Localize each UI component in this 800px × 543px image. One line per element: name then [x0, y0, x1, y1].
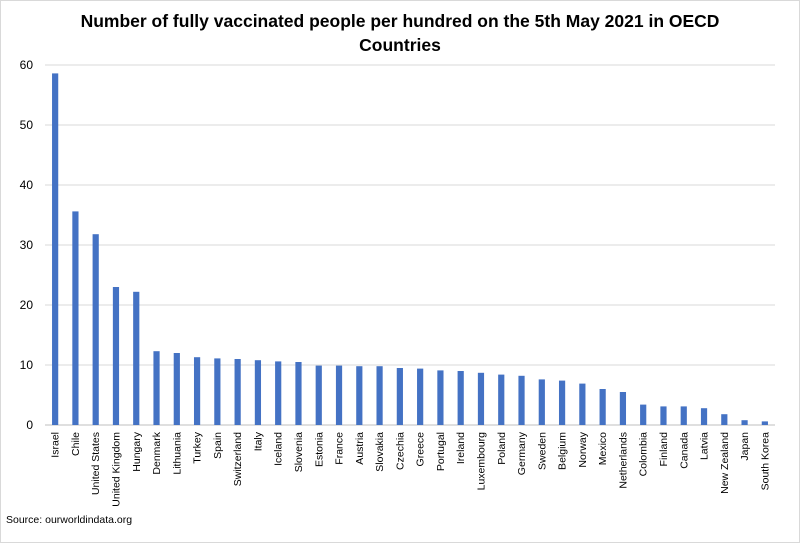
x-tick-label: Sweden — [536, 432, 548, 470]
bar-united-states — [92, 234, 99, 425]
x-tick-label: Slovenia — [293, 432, 305, 472]
bar-new-zealand — [721, 414, 728, 425]
x-tick-label: Ireland — [455, 432, 467, 464]
x-tick-label: Switzerland — [232, 432, 244, 486]
x-tick-label: Austria — [354, 432, 366, 465]
bar-belgium — [558, 380, 566, 425]
x-tick-label: Iceland — [273, 432, 285, 466]
bar-iceland — [275, 361, 282, 425]
x-tick-label: Greece — [415, 432, 427, 467]
bar-norway — [579, 383, 586, 425]
bar-switzerland — [234, 359, 241, 425]
bar-greece — [417, 368, 424, 425]
bar-spain — [214, 358, 221, 425]
bar-south-korea — [761, 421, 768, 425]
bar-chile — [72, 211, 79, 425]
x-tick-label: Poland — [496, 432, 508, 465]
bar-slovenia — [295, 362, 302, 425]
bar-finland — [660, 406, 667, 425]
x-tick-label: South Korea — [759, 432, 771, 491]
x-tick-label: Hungary — [131, 431, 143, 471]
bar-italy — [254, 360, 262, 425]
bar-canada — [680, 406, 687, 425]
x-tick-label: Netherlands — [617, 432, 629, 489]
gridlines — [45, 64, 775, 426]
x-tick-label: Lithuania — [171, 432, 183, 475]
bars — [52, 73, 768, 426]
bar-poland — [498, 374, 505, 425]
bar-hungary — [133, 291, 140, 425]
y-tick-label: 40 — [20, 178, 34, 192]
x-tick-label: Canada — [678, 432, 690, 469]
x-tick-label: Denmark — [151, 431, 163, 474]
bar-estonia — [315, 365, 322, 425]
bar-netherlands — [619, 392, 627, 425]
bar-latvia — [700, 408, 708, 425]
y-tick-label: 30 — [20, 238, 34, 252]
y-tick-label: 10 — [20, 358, 34, 372]
x-tick-label: France — [334, 432, 346, 465]
bar-portugal — [437, 370, 444, 425]
bar-slovakia — [376, 366, 383, 425]
bar-ireland — [457, 371, 464, 425]
bar-japan — [741, 420, 748, 425]
y-tick-label: 0 — [26, 418, 33, 432]
x-tick-label: Germany — [516, 431, 528, 475]
x-tick-label: Italy — [252, 431, 264, 451]
bar-germany — [518, 375, 525, 425]
x-tick-label: Colombia — [638, 432, 650, 477]
source-note: Source: ourworldindata.org — [6, 514, 133, 526]
x-tick-label: Czechia — [394, 432, 406, 470]
bar-mexico — [599, 389, 606, 425]
bar-turkey — [193, 357, 201, 425]
x-tick-label: Mexico — [597, 432, 609, 465]
x-tick-label: Turkey — [192, 431, 204, 463]
x-tick-label: Japan — [739, 432, 751, 461]
bar-lithuania — [173, 353, 180, 425]
bar-france — [335, 365, 343, 425]
bar-sweden — [538, 379, 545, 425]
x-tick-label: Norway — [577, 431, 589, 467]
x-tick-label: Portugal — [435, 432, 447, 471]
y-tick-label: 50 — [20, 118, 34, 132]
x-tick-label: Chile — [70, 432, 82, 456]
bar-luxembourg — [477, 372, 485, 425]
x-tick-label: Finland — [658, 432, 670, 467]
x-tick-label: New Zealand — [719, 432, 731, 494]
x-tick-label: United Kingdom — [110, 432, 122, 507]
y-axis-ticks: 0 10 20 30 40 50 60 — [20, 58, 34, 432]
bar-czechia — [396, 368, 403, 425]
bar-israel — [52, 73, 59, 426]
x-tick-label: Spain — [212, 432, 224, 459]
chart-title-line1: Number of fully vaccinated people per hu… — [80, 11, 720, 31]
chart-title-line2: Countries — [359, 35, 441, 55]
x-tick-label: United States — [90, 432, 102, 495]
x-tick-label: Luxembourg — [475, 432, 487, 491]
x-tick-label: Israel — [50, 432, 62, 458]
bar-united-kingdom — [112, 287, 120, 425]
x-tick-label: Belgium — [557, 432, 569, 470]
y-tick-label: 20 — [20, 298, 34, 312]
bar-colombia — [640, 404, 647, 425]
x-tick-label: Estonia — [313, 432, 325, 467]
x-tick-label: Slovakia — [374, 432, 386, 472]
y-tick-label: 60 — [20, 58, 34, 72]
x-axis-ticks: Israel Chile United States United Kingdom Hu… — [50, 431, 772, 506]
bar-denmark — [153, 351, 160, 425]
x-tick-label: Latvia — [699, 432, 711, 460]
bar-austria — [356, 366, 363, 425]
